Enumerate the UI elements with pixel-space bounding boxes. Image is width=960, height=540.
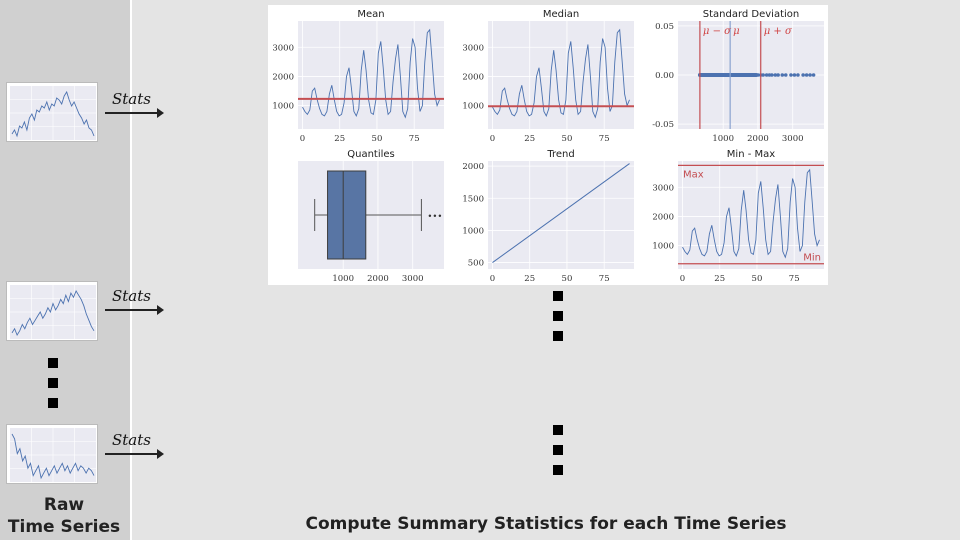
scatter-point bbox=[801, 73, 805, 77]
scatter-point bbox=[783, 73, 788, 77]
x-tick-label: 1000 bbox=[712, 134, 734, 144]
arrow-right-icon bbox=[105, 108, 164, 118]
stats-label: Stats bbox=[112, 90, 151, 108]
max-label: Max bbox=[683, 169, 704, 180]
x-tick-label: 50 bbox=[562, 134, 573, 144]
subplot-title: Quantiles bbox=[347, 149, 395, 160]
y-tick-label: 2000 bbox=[462, 72, 484, 82]
scatter-point bbox=[773, 73, 778, 77]
x-tick-label: 25 bbox=[524, 134, 535, 144]
x-tick-label: 50 bbox=[562, 274, 573, 284]
subplot-title: Mean bbox=[357, 9, 384, 20]
y-tick-label: 3000 bbox=[652, 183, 674, 193]
y-tick-label: 1000 bbox=[272, 102, 294, 112]
thumb-series-line bbox=[11, 289, 95, 336]
subplot-title: Median bbox=[543, 9, 579, 20]
x-tick-label: 3000 bbox=[402, 274, 424, 284]
x-tick-label: 75 bbox=[599, 134, 610, 144]
minus-sigma-label: μ − σ bbox=[703, 26, 732, 37]
ellipsis-dot-icon bbox=[553, 465, 563, 475]
x-tick-label: 2000 bbox=[367, 274, 389, 284]
y-tick-label: 1500 bbox=[462, 194, 484, 204]
y-tick-label: 2000 bbox=[652, 212, 674, 222]
scatter-point bbox=[756, 73, 760, 77]
x-tick-label: 75 bbox=[599, 274, 610, 284]
y-tick-label: 2000 bbox=[272, 72, 294, 82]
y-tick-label: 3000 bbox=[272, 43, 294, 53]
scatter-point bbox=[811, 73, 816, 77]
subplot-title: Min - Max bbox=[727, 149, 775, 160]
raw-label-line2: Time Series bbox=[7, 517, 121, 537]
x-tick-label: 25 bbox=[334, 134, 345, 144]
scatter-point bbox=[804, 73, 809, 77]
ellipsis-dot-icon bbox=[553, 425, 563, 435]
ellipsis-dot-icon bbox=[48, 398, 58, 408]
scatter-point bbox=[776, 73, 780, 77]
scatter-point bbox=[770, 73, 774, 77]
thumb-series-line bbox=[11, 433, 95, 480]
x-tick-label: 0 bbox=[490, 274, 495, 284]
summary-stats-panel: Mean 0 25 50 75 1000 2000 3000 Median 0 25 50 75 1000… bbox=[268, 5, 828, 285]
scatter-point bbox=[780, 73, 785, 77]
subplot-title: Standard Deviation bbox=[703, 9, 800, 20]
arrow-right-icon bbox=[105, 449, 164, 459]
x-tick-label: 0 bbox=[680, 274, 685, 284]
series-line bbox=[492, 28, 630, 119]
summary-stats-charts: Mean 0 25 50 75 1000 2000 3000 Median 0 25 50 75 1000… bbox=[272, 9, 824, 284]
thumb-series-line bbox=[11, 90, 95, 138]
y-tick-label: 0.05 bbox=[655, 22, 674, 32]
mean-label: μ bbox=[733, 26, 740, 37]
trend-line bbox=[492, 163, 630, 263]
ellipsis-dot-icon bbox=[48, 358, 58, 368]
x-tick-label: 75 bbox=[789, 274, 800, 284]
x-tick-label: 25 bbox=[714, 274, 725, 284]
y-tick-label: 3000 bbox=[462, 43, 484, 53]
x-tick-label: 0 bbox=[300, 134, 305, 144]
raw-series-thumbnail-1[interactable] bbox=[6, 82, 98, 142]
y-tick-label: 1000 bbox=[462, 226, 484, 236]
y-tick-label: 0.00 bbox=[655, 71, 674, 81]
stats-label: Stats bbox=[112, 287, 151, 305]
scatter-point bbox=[792, 73, 797, 77]
ellipsis-dot-icon bbox=[48, 378, 58, 388]
ellipsis-dot-icon bbox=[553, 445, 563, 455]
x-tick-label: 1000 bbox=[332, 274, 354, 284]
x-tick-label: 75 bbox=[409, 134, 420, 144]
stats-label: Stats bbox=[112, 431, 151, 449]
x-tick-label: 25 bbox=[524, 274, 535, 284]
plot-area bbox=[488, 161, 634, 269]
bottom-caption: Compute Summary Statistics for each Time… bbox=[305, 514, 787, 534]
y-tick-label: 1000 bbox=[462, 102, 484, 112]
x-tick-label: 3000 bbox=[782, 134, 804, 144]
series-line bbox=[302, 28, 440, 119]
x-tick-label: 50 bbox=[752, 274, 763, 284]
arrow-right-icon bbox=[105, 305, 164, 315]
scatter-point bbox=[796, 73, 800, 77]
raw-series-thumbnail-3[interactable] bbox=[6, 424, 98, 484]
x-tick-label: 0 bbox=[490, 134, 495, 144]
panel-divider bbox=[130, 0, 132, 540]
x-tick-label: 50 bbox=[372, 134, 383, 144]
subplot-title: Trend bbox=[546, 149, 574, 160]
series-line bbox=[682, 168, 820, 259]
outlier-dots: ••• bbox=[427, 212, 442, 222]
y-tick-label: 2000 bbox=[462, 162, 484, 172]
min-label: Min bbox=[803, 253, 821, 264]
scatter-point bbox=[764, 73, 769, 77]
y-tick-label: 500 bbox=[468, 259, 484, 269]
ellipsis-dot-icon bbox=[553, 331, 563, 341]
scatter-point bbox=[789, 73, 793, 77]
ellipsis-dot-icon bbox=[553, 291, 563, 301]
y-tick-label: -0.05 bbox=[652, 120, 674, 130]
x-tick-label: 2000 bbox=[747, 134, 769, 144]
box-iqr bbox=[327, 170, 367, 260]
plus-sigma-label: μ + σ bbox=[764, 26, 793, 37]
ellipsis-dot-icon bbox=[553, 311, 563, 321]
raw-label-line1: Raw bbox=[43, 495, 85, 515]
scatter-point bbox=[761, 73, 765, 77]
y-tick-label: 1000 bbox=[652, 242, 674, 252]
scatter-point bbox=[808, 73, 812, 77]
raw-series-thumbnail-2[interactable] bbox=[6, 281, 98, 341]
